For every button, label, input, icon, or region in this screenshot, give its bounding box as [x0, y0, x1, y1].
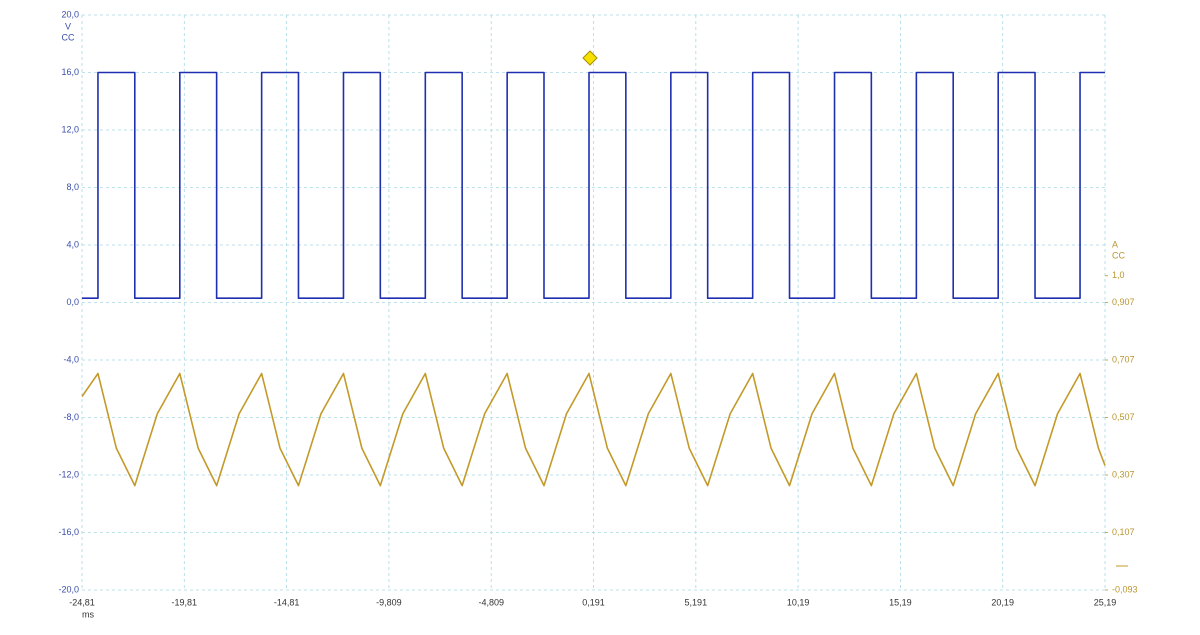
y-tick-label: 4,0 [66, 239, 79, 249]
y-tick-label: -20,0 [58, 584, 79, 594]
y-tick-label: -8,0 [63, 412, 79, 422]
y-tick-label: 20,0 [61, 9, 79, 19]
y-tick-label: 0,0 [66, 297, 79, 307]
x-tick-label: -4,809 [478, 597, 504, 607]
x-tick-label: 0,191 [582, 597, 605, 607]
y2-axis-label: CC [1112, 250, 1125, 260]
x-tick-label: -14,81 [274, 597, 300, 607]
y-tick-label: 16,0 [61, 67, 79, 77]
x-tick-label: 15,19 [889, 597, 912, 607]
y2-tick-label: 0,107 [1112, 527, 1135, 537]
y-tick-label: -12,0 [58, 469, 79, 479]
signal-line [82, 71, 1105, 299]
x-tick-label: 20,19 [991, 597, 1014, 607]
y-axis-label: CC [62, 32, 75, 42]
y-tick-label: 12,0 [61, 124, 79, 134]
y2-tick-label: 0,507 [1112, 412, 1135, 422]
x-tick-label: 5,191 [685, 597, 708, 607]
y-axis-label: V [65, 21, 71, 31]
y2-tick-label: 0,907 [1112, 297, 1135, 307]
y-tick-label: -16,0 [58, 527, 79, 537]
x-tick-label: -9,809 [376, 597, 402, 607]
trigger-marker [582, 50, 598, 66]
y-tick-label: 8,0 [66, 182, 79, 192]
y2-tick-label: 0,307 [1112, 469, 1135, 479]
y-tick-label: -4,0 [63, 354, 79, 364]
y2-tick-label: 1,0 [1112, 270, 1125, 280]
y2-tick-label: -0,093 [1112, 584, 1138, 594]
x-axis-label: ms [82, 609, 94, 619]
x-tick-label: 25,19 [1094, 597, 1117, 607]
x-tick-label: -24,81 [69, 597, 95, 607]
x-tick-label: 10,19 [787, 597, 810, 607]
x-tick-label: -19,81 [172, 597, 198, 607]
y2-axis-label: A [1112, 239, 1118, 249]
signal-line [81, 372, 1106, 487]
y2-tick-label: 0,707 [1112, 354, 1135, 364]
